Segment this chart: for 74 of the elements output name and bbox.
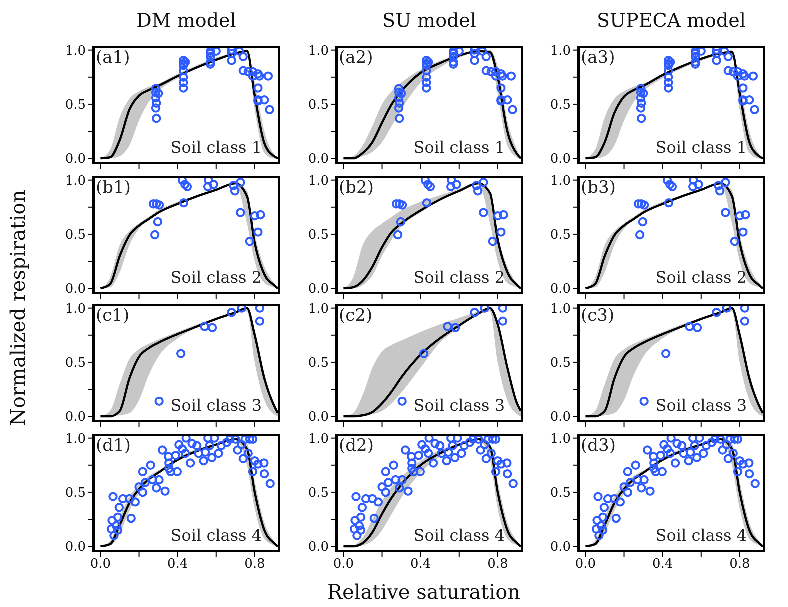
y-tick-label: 0.0 (65, 410, 86, 426)
y-tick-label: 0.0 (308, 410, 329, 426)
y-tick-label: 0.5 (308, 356, 329, 372)
y-tick-label: 1.0 (65, 432, 86, 447)
y-tick-label: 0.5 (550, 228, 571, 244)
annotation: Soil class 4 (414, 526, 505, 545)
y-axis-title: Normalized respiration (6, 190, 30, 426)
y-tick-label: 1.0 (308, 302, 329, 317)
y-tick-label: 0.0 (65, 152, 86, 168)
y-tick-label: 1.0 (550, 432, 571, 447)
y-tick-label: 1.0 (308, 432, 329, 447)
y-tick-label: 0.0 (65, 540, 86, 556)
y-tick-label: 0.0 (550, 152, 571, 168)
y-tick-label: 1.0 (65, 302, 86, 317)
annotation: Soil class 2 (170, 268, 262, 287)
y-tick-label: 0.5 (550, 486, 571, 502)
annotation: Soil class 1 (170, 138, 262, 157)
y-tick-label: 0.5 (308, 486, 329, 502)
annotation: Soil class 3 (414, 396, 505, 415)
annotation: (b1) (96, 178, 131, 198)
y-tick-label: 0.0 (550, 282, 571, 298)
y-tick-label: 1.0 (550, 302, 571, 317)
y-tick-label: 1.0 (65, 174, 86, 189)
annotation: Soil class 2 (656, 268, 747, 287)
y-tick-label: 0.0 (308, 152, 329, 168)
annotation: (b2) (339, 178, 374, 198)
y-tick-label: 1.0 (550, 174, 571, 189)
annotation: (c1) (96, 306, 130, 326)
y-tick-label: 0.5 (308, 228, 329, 244)
y-tick-label: 0.5 (308, 98, 329, 114)
y-tick-label: 0.5 (65, 356, 86, 372)
annotation: (d2) (339, 436, 374, 456)
annotation: Soil class 3 (656, 396, 747, 415)
annotation: (c2) (339, 306, 373, 326)
y-tick-label: 0.0 (65, 282, 86, 298)
x-tick-label: 0.4 (652, 557, 674, 572)
annotation: Soil class 4 (656, 526, 747, 545)
y-tick-label: 0.0 (550, 410, 571, 426)
annotation: Soil class 1 (656, 138, 747, 157)
annotation: Soil class 3 (170, 396, 262, 415)
y-tick-label: 1.0 (65, 44, 86, 59)
x-tick-label: 0.8 (488, 557, 508, 572)
x-tick-label: 0.4 (410, 557, 432, 572)
chart-title: SU model (381, 10, 478, 32)
y-tick-label: 0.5 (65, 98, 86, 114)
y-tick-label: 1.0 (550, 44, 571, 59)
y-tick-label: 0.5 (550, 98, 571, 114)
y-tick-label: 0.0 (308, 540, 329, 556)
y-tick-label: 0.0 (308, 282, 329, 298)
chart-title: DM model (136, 10, 238, 32)
y-tick-label: 1.0 (308, 174, 329, 189)
x-tick-label: 0.8 (730, 557, 750, 572)
annotation: (a1) (96, 48, 130, 68)
chart-title: SUPECA model (596, 10, 747, 32)
annotation: Soil class 4 (170, 526, 262, 545)
annotation: Soil class 2 (414, 268, 505, 287)
x-tick-label: 0.8 (244, 557, 266, 572)
annotation: (c3) (581, 306, 615, 326)
x-tick-label: 0.0 (575, 557, 596, 572)
annotation: (b3) (581, 178, 616, 198)
annotation: (a3) (581, 48, 616, 68)
y-tick-label: 0.0 (550, 540, 571, 556)
annotation: (d3) (581, 436, 616, 456)
annotation: (d1) (96, 436, 131, 456)
y-tick-label: 0.5 (550, 356, 571, 372)
y-tick-label: 0.5 (65, 228, 86, 244)
x-tick-label: 0.0 (333, 557, 354, 572)
x-tick-label: 0.0 (90, 557, 112, 572)
y-tick-label: 1.0 (308, 44, 329, 59)
annotation: (a2) (339, 48, 374, 68)
x-tick-label: 0.4 (167, 557, 188, 572)
annotation: Soil class 1 (414, 138, 505, 157)
y-tick-label: 0.5 (65, 486, 86, 502)
x-axis-title: Relative saturation (326, 580, 522, 604)
